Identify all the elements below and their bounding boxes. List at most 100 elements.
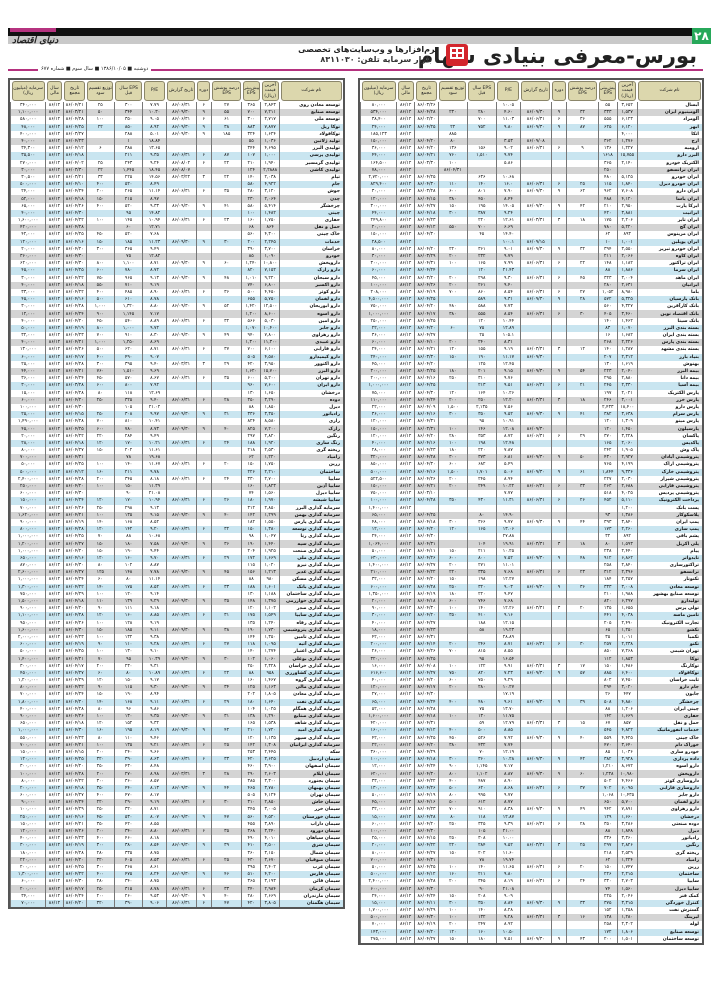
table-row: خودرو ۱,۰۹۰ ۸۵ ۱۲.۸۲ ۷۵ ۸۶/۰۴/۳۰ ۸۶/۱۲ ۳۶۰,۰۰۰ (9, 252, 343, 261)
table-cell: ۸۶/۱۲ (45, 677, 64, 685)
table-cell: ۷.۱۷ (495, 763, 521, 771)
table-cell: ۱,۸۵۳ (616, 655, 638, 663)
table-cell: ۷,۸۷۷ (260, 123, 280, 131)
table-cell: ۹ (550, 770, 567, 778)
table-cell (210, 418, 242, 426)
company-name: دیزل (636, 827, 702, 836)
table-row: دارو جابر ۱۰,۴۰۰ ۱,۰۷۰ ۹.۷۲ ۱,۰۰۰ ۸۰۰ ۸۶/۰۴/۱۹… (9, 324, 343, 332)
company-name: چینی (279, 209, 343, 217)
table-cell: ۸۶/۱۲ (45, 310, 64, 318)
table-cell: ۱۲ (566, 346, 599, 354)
table-cell: ۱۹۰ (241, 626, 261, 634)
table-cell: ۲۱۱ (466, 547, 497, 555)
table-cell (210, 533, 242, 541)
table-cell: ۱,۲۷۶ (616, 137, 638, 146)
table-cell: ۲,۵۲۹ (616, 849, 638, 857)
table-cell (550, 303, 567, 311)
table-row: ریخته گری ۲,۵۲۹ ۲۱۸ ۱۱.۶۰ ۲۰۲ ۱۵۰ ۸۶/۰۴/۲۷ ۸۶/۱… (359, 849, 702, 857)
table-cell: ۸۰ (113, 669, 143, 677)
table-row: دارو عبیدی ۱۱,۳۰۰ ۱,۳۰۰ ۸.۶۹ ۱,۲۵۰ ۱,۰۰۰ ۸۶/۰۴… (9, 339, 343, 347)
table-cell: ۱۰۰,۰۰۰ (359, 756, 397, 764)
table-cell: ۸۵ (241, 252, 261, 261)
table-cell: ۹۰ (113, 490, 143, 498)
table-cell: ۸۶/۰۴/۱۹ (62, 842, 87, 850)
table-cell (550, 425, 567, 433)
table-cell: ۸۶/۱۲ (45, 195, 64, 203)
table-cell: ۸۶/۰۴/۳۰ (62, 403, 87, 412)
table-cell: ۲۰۰ (437, 339, 468, 347)
table-cell: ۳۴۵ (113, 475, 143, 483)
table-row: جام ۴,۹۲۲ ۵۸۰ ۸.۴۹ ۵۲۰ ۴۰۰ ۸۶/۰۴/۱۰ ۸۶/۱۲ ۵۰۰,۰۰… (9, 181, 343, 189)
table-cell: ۷۸۰ (597, 224, 618, 232)
table-row: پتروشیمی خارک ۹,۳۳۶ ۱,۸۴۴ ۶۱ ۹ ۸۶/۰۹/۳۰ ۵.۰۶ ۱,… (359, 468, 702, 476)
table-cell: ۸۶/۱۲ (396, 741, 415, 749)
table-cell: ۹ (550, 296, 567, 304)
table-cell: ۳۲ (210, 317, 242, 325)
table-cell: ۷۸ (466, 856, 497, 864)
table-row: ایران دارو ۷,۶۰۸ ۹۶۲ ۶۲ ۹ ۸۶/۰۹/۳۰ ۷.۹۰ ۸۰۱ ۶۰۰ ۸… (359, 188, 702, 196)
table-cell: ۸۶/۱۲ (45, 181, 64, 189)
table-cell: ۸۶/۰۴/۲۸ (62, 116, 87, 124)
table-cell: ۱۱۰ (113, 641, 143, 649)
table-cell: ۸۶/۰۴/۳۰ (414, 181, 439, 189)
company-name: دارو ایران (279, 382, 343, 390)
table-cell: ۲۸ (566, 296, 599, 304)
table-cell: ۲۲۰ (437, 245, 468, 253)
table-row: گسترش نفت ۱,۲۵۸ ۱۵۲ ۸.۲۸ ۱۴۰ ۱۰۰ ۸۶/۰۴/۲۹ ۸۶/۱۲… (359, 907, 702, 915)
table-cell: ۳۹۰ (113, 756, 143, 764)
table-cell (210, 835, 242, 843)
table-cell: ۶۰۰ (437, 597, 468, 606)
table-row: ایرانیان ۲,۶۳۱ ۲۸۰ ۹.۴۰ ۲۶۱ ۲۰۰ ۸۶/۰۴/۲۶ ۸۶/۱۲ ۱… (359, 281, 702, 289)
table-cell: ۳۰۸ (113, 411, 143, 419)
table-cell: ۶ (195, 288, 212, 297)
table-cell: ۹.۲۹ (142, 597, 167, 606)
company-name: بیمه دانا (636, 375, 702, 383)
newspaper-logo: دنیای اقتصاد (12, 36, 59, 46)
table-cell: ۲۷۵,۰۰۰ (359, 935, 397, 943)
table-cell: ۵۰۰ (241, 288, 261, 297)
table-cell: ۸۶/۰۴/۲۰ (62, 245, 87, 253)
table-cell (165, 310, 197, 318)
table-cell (566, 511, 599, 519)
table-cell: ۱۲.۶۱ (495, 217, 521, 225)
table-cell: ۱۴.۸۲ (142, 209, 167, 217)
table-cell: ۸۶/۰۹/۳۰ (519, 411, 552, 419)
company-name: پارس سرام (636, 411, 702, 419)
page-number: ۲۸ (692, 28, 711, 44)
table-cell: ۸۶/۰۴/۱۸ (62, 281, 87, 289)
table-row: سایپا ۲,۷۰۰ ۳۳۰ ۲۴ ۶ ۸۶/۰۶/۳۱ ۸.۱۸ ۳۴۵ ۲۰۰ ۸۶/۰۴/… (9, 475, 343, 483)
table-cell: ۸۶/۰۴/۲۸ (62, 475, 87, 483)
table-cell: ۸۶/۰۴/۲۱ (62, 511, 87, 519)
table-cell (519, 102, 552, 110)
table-cell: ۵۰ (85, 109, 115, 117)
table-cell: ۹ (195, 813, 212, 821)
table-cell: ۷۰۰ (466, 116, 497, 124)
table-cell: ۸۶/۰۴/۱۵ (62, 748, 87, 757)
company-name: بسته بندی ایران (636, 332, 702, 340)
table-row: سرمایه گذاری سپه ۱,۴۴۰ ۱۹۰ ۳۶ ۹ ۸۶/۰۹/۳۰ ۷.۵۸ ۱… (9, 540, 343, 548)
table-cell: ۸۶/۰۴/۲۸ (414, 878, 439, 886)
table-cell: ۲۸۴ (113, 432, 143, 440)
table-row: دارو امین ۵,۰۳۰ ۵۶۶ ۳۲ ۶ ۸۶/۰۶/۳۱ ۸.۸۹ ۵۴۰ ۴۵۰ ۸۶… (9, 317, 343, 325)
table-row: ایران خودرو ۵,۱۲۵ ۴۸۰ ۱۰.۶۸ ۶۳۶ ۸۶/۰۴/۲۵ ۸۶/۱۲… (359, 173, 702, 182)
company-name: پست بانک (636, 504, 702, 512)
company-name: دارو سبحان (279, 274, 343, 282)
table-cell: ۶ (195, 461, 212, 469)
table-cell (519, 281, 552, 289)
table-cell: ۱۵۰ (241, 526, 261, 534)
table-cell: ۴۴,۰۰۰ (9, 367, 46, 376)
table-cell: ۹.۲۴ (142, 159, 167, 167)
table-cell: ۶۱ (566, 468, 599, 476)
table-cell: ۲,۰۳۸ (260, 173, 280, 182)
table-cell (165, 145, 197, 153)
table-row: تولیدی پرسی ۱,۰۰۰ ۱۰۷ ۸۷ ۶ ۸۶/۰۶/۳۱ ۹.۳۵ ۲۱۱ ۸۶/… (9, 152, 343, 160)
table-cell: ۷۵۰,۰۰۰ (9, 590, 46, 598)
table-cell: ۸۶/۱۲ (45, 849, 64, 857)
table-cell: ۸۶/۱۲ (45, 777, 64, 785)
table-cell: ۸۶/۰۹/۳۰ (519, 245, 552, 253)
table-cell: ۴۸ (566, 554, 599, 562)
table-cell: ۸۶/۰۴/۳۰ (62, 490, 87, 498)
table-cell: ۸۶/۱۲ (45, 562, 64, 570)
table-cell: ۱۶ (597, 332, 618, 340)
table-cell (519, 224, 552, 232)
